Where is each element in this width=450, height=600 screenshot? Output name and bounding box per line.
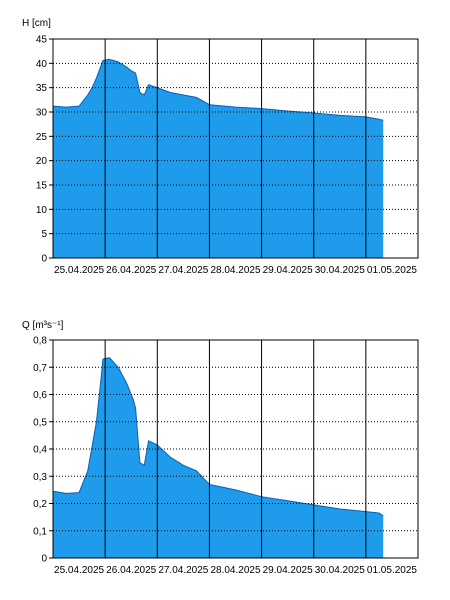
- x-tick-label: 25.04.2025: [54, 565, 104, 576]
- x-tick-label: 01.05.2025: [367, 565, 417, 576]
- x-tick-label: 25.04.2025: [54, 265, 104, 276]
- discharge-chart: 0 0,1 0,2 0,3 0,4 0,5 0,6 0,7 0,8 25.04.2025 26.04…: [22, 320, 419, 576]
- x-tick-label: 29.04.2025: [263, 565, 313, 576]
- y-tick-label: 0: [41, 554, 47, 565]
- y-tick-label: 20: [36, 156, 48, 167]
- y-tick-label: 40: [36, 59, 48, 70]
- x-tick-label: 30.04.2025: [315, 265, 365, 276]
- plot-frame: [52, 339, 419, 559]
- y-axis-label: H [cm]: [22, 18, 51, 29]
- x-tick-label: 27.04.2025: [158, 265, 208, 276]
- y-tick-label: 25: [36, 132, 48, 143]
- x-tick-label: 28.04.2025: [210, 265, 260, 276]
- y-tick-label: 0,3: [33, 472, 47, 483]
- x-tick-label: 26.04.2025: [106, 565, 156, 576]
- y-tick-label: 5: [41, 229, 47, 240]
- x-tick-label: 01.05.2025: [367, 265, 417, 276]
- series-line: [52, 357, 384, 517]
- y-tick-label: 0,6: [33, 390, 47, 401]
- y-tick-label: 15: [36, 181, 48, 192]
- y-tick-label: 0: [41, 254, 47, 265]
- y-tick-label: 0,8: [33, 336, 47, 347]
- y-axis-label: Q [m³s⁻¹]: [22, 320, 64, 331]
- y-tick-label: 0,2: [33, 499, 47, 510]
- y-tick-label: 45: [36, 35, 48, 46]
- series-area: [53, 59, 384, 258]
- x-tick-label: 30.04.2025: [315, 565, 365, 576]
- y-tick-label: 35: [36, 83, 48, 94]
- y-tick-label: 0,5: [33, 417, 47, 428]
- x-tick-label: 28.04.2025: [210, 565, 260, 576]
- series-line: [52, 58, 384, 121]
- x-tick-label: 27.04.2025: [158, 565, 208, 576]
- y-tick-label: 30: [36, 108, 48, 119]
- y-tick-label: 0,1: [33, 526, 47, 537]
- y-tick-label: 0,7: [33, 363, 47, 374]
- water-level-chart: 0 5 10 15 20 25 30 35 40 45 25.04.2025 26.04.2025 27…: [22, 18, 419, 276]
- plot-frame: [52, 38, 419, 259]
- y-tick-label: 0,4: [33, 445, 47, 456]
- y-tick-label: 10: [36, 205, 48, 216]
- x-tick-label: 26.04.2025: [106, 265, 156, 276]
- series-area: [53, 357, 384, 558]
- x-tick-label: 29.04.2025: [263, 265, 313, 276]
